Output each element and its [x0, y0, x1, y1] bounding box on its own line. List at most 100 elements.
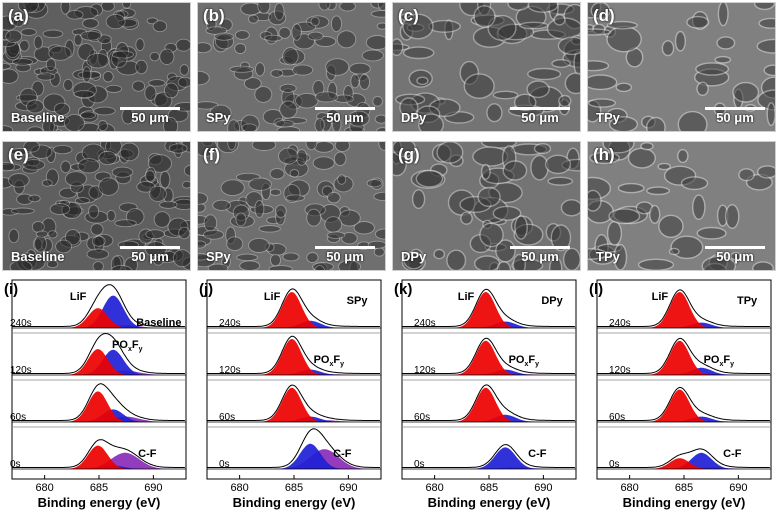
scale-bar-label: 50 μm [131, 249, 169, 264]
cf-label: C-F [138, 448, 157, 460]
peak-lif [402, 387, 576, 422]
peak-lif [207, 292, 381, 328]
sem-panel-c: (c) DPy 50 μm [392, 2, 581, 132]
time-label: 120s [609, 365, 631, 376]
sem-panel-a: (a) Baseline 50 μm [2, 2, 191, 132]
envelope-curve [597, 289, 770, 327]
x-tick-label: 685 [285, 482, 303, 494]
time-label: 240s [219, 318, 241, 329]
scale-bar-label: 50 μm [521, 249, 559, 264]
x-tick-label: 685 [480, 482, 498, 494]
peak-lif [597, 292, 771, 328]
scale-bar-label: 50 μm [521, 110, 559, 125]
scale-bar-label: 50 μm [716, 110, 754, 125]
scale-bar: 50 μm [510, 246, 570, 264]
time-label: 0s [219, 459, 230, 470]
sample-label: SPy [347, 295, 369, 307]
x-axis-label: Binding energy (eV) [38, 495, 161, 510]
sample-label: SPy [206, 249, 231, 264]
peak-cf [12, 370, 186, 375]
panel-label: (g) [398, 145, 420, 164]
envelope-curve [12, 332, 185, 374]
peak-poxfy [402, 447, 576, 469]
peak-lif [12, 391, 186, 422]
lif-label: LiF [264, 291, 281, 303]
scale-bar-label: 50 μm [131, 110, 169, 125]
scale-bar: 50 μm [120, 246, 180, 264]
time-label: 60s [10, 412, 26, 423]
panel-label: (e) [8, 145, 29, 164]
x-tick-label: 685 [90, 482, 108, 494]
peak-lif [402, 292, 576, 328]
peak-lif [12, 308, 186, 328]
peak-cf [12, 325, 186, 328]
peak-lif [597, 340, 771, 375]
sem-panel-e: (e) Baseline 50 μm [2, 141, 191, 271]
sample-label: DPy [541, 295, 563, 307]
sample-label: TPy [596, 110, 620, 125]
peak-cf [12, 416, 186, 422]
time-label: 120s [414, 365, 436, 376]
envelope-curve [12, 383, 185, 421]
cf-label: C-F [333, 448, 352, 460]
x-tick-label: 680 [230, 482, 248, 494]
peak-lif [597, 458, 771, 469]
envelope-curve [597, 386, 770, 421]
envelope-curve [207, 288, 380, 327]
x-tick-label: 680 [425, 482, 443, 494]
envelope-curve [402, 337, 575, 374]
time-label: 120s [219, 365, 241, 376]
x-tick-label: 690 [339, 482, 357, 494]
time-label: 0s [609, 459, 620, 470]
cf-label: C-F [528, 448, 547, 460]
sample-label: Baseline [11, 249, 65, 264]
x-axis-label: Binding energy (eV) [428, 495, 551, 510]
sem-texture [588, 3, 775, 131]
panel-label: (h) [593, 145, 615, 164]
panel-label: (a) [8, 6, 29, 25]
sample-label: DPy [401, 249, 427, 264]
peak-lif [597, 389, 771, 422]
envelope-curve [207, 384, 380, 421]
lif-label: LiF [70, 291, 87, 303]
panel-label: (k) [394, 281, 412, 298]
time-label: 0s [414, 459, 425, 470]
x-tick-label: 680 [620, 482, 638, 494]
x-tick-label: 690 [729, 482, 747, 494]
envelope-curve [402, 384, 575, 421]
time-label: 60s [609, 412, 625, 423]
peak-lif [402, 340, 576, 375]
poxfy-label: POxFy [704, 354, 735, 368]
sample-label: DPy [401, 110, 427, 125]
scale-bar: 50 μm [510, 107, 570, 125]
time-label: 240s [414, 318, 436, 329]
peak-cf [12, 452, 186, 469]
lif-label: LiF [458, 291, 475, 303]
sem-panel-b: (b) SPy 50 μm [197, 2, 386, 132]
sem-panel-h: (h) TPy 50 μm [587, 141, 776, 271]
time-label: 120s [10, 365, 32, 376]
panel-label: (f) [203, 145, 220, 164]
poxfy-label: POxFy [112, 339, 143, 353]
envelope-curve [597, 337, 770, 374]
x-tick-label: 690 [144, 482, 162, 494]
peak-lif [207, 339, 381, 375]
time-label: 60s [414, 412, 430, 423]
sem-texture [3, 3, 190, 131]
envelope-curve [12, 284, 185, 327]
peak-lif [207, 387, 381, 422]
panel-label: (i) [4, 281, 18, 298]
peak-cf [207, 420, 381, 422]
time-label: 240s [609, 318, 631, 329]
envelope-curve [402, 288, 575, 327]
panel-label: (d) [593, 6, 615, 25]
panel-label: (l) [589, 281, 603, 298]
peak-cf [207, 449, 381, 469]
sem-panel-f: (f) SPy 50 μm [197, 141, 386, 271]
scale-bar: 50 μm [705, 246, 765, 264]
panel-label: (j) [199, 281, 213, 298]
scale-bar: 50 μm [315, 246, 375, 264]
envelope-curve [402, 444, 575, 468]
panel-label: (b) [203, 6, 225, 25]
